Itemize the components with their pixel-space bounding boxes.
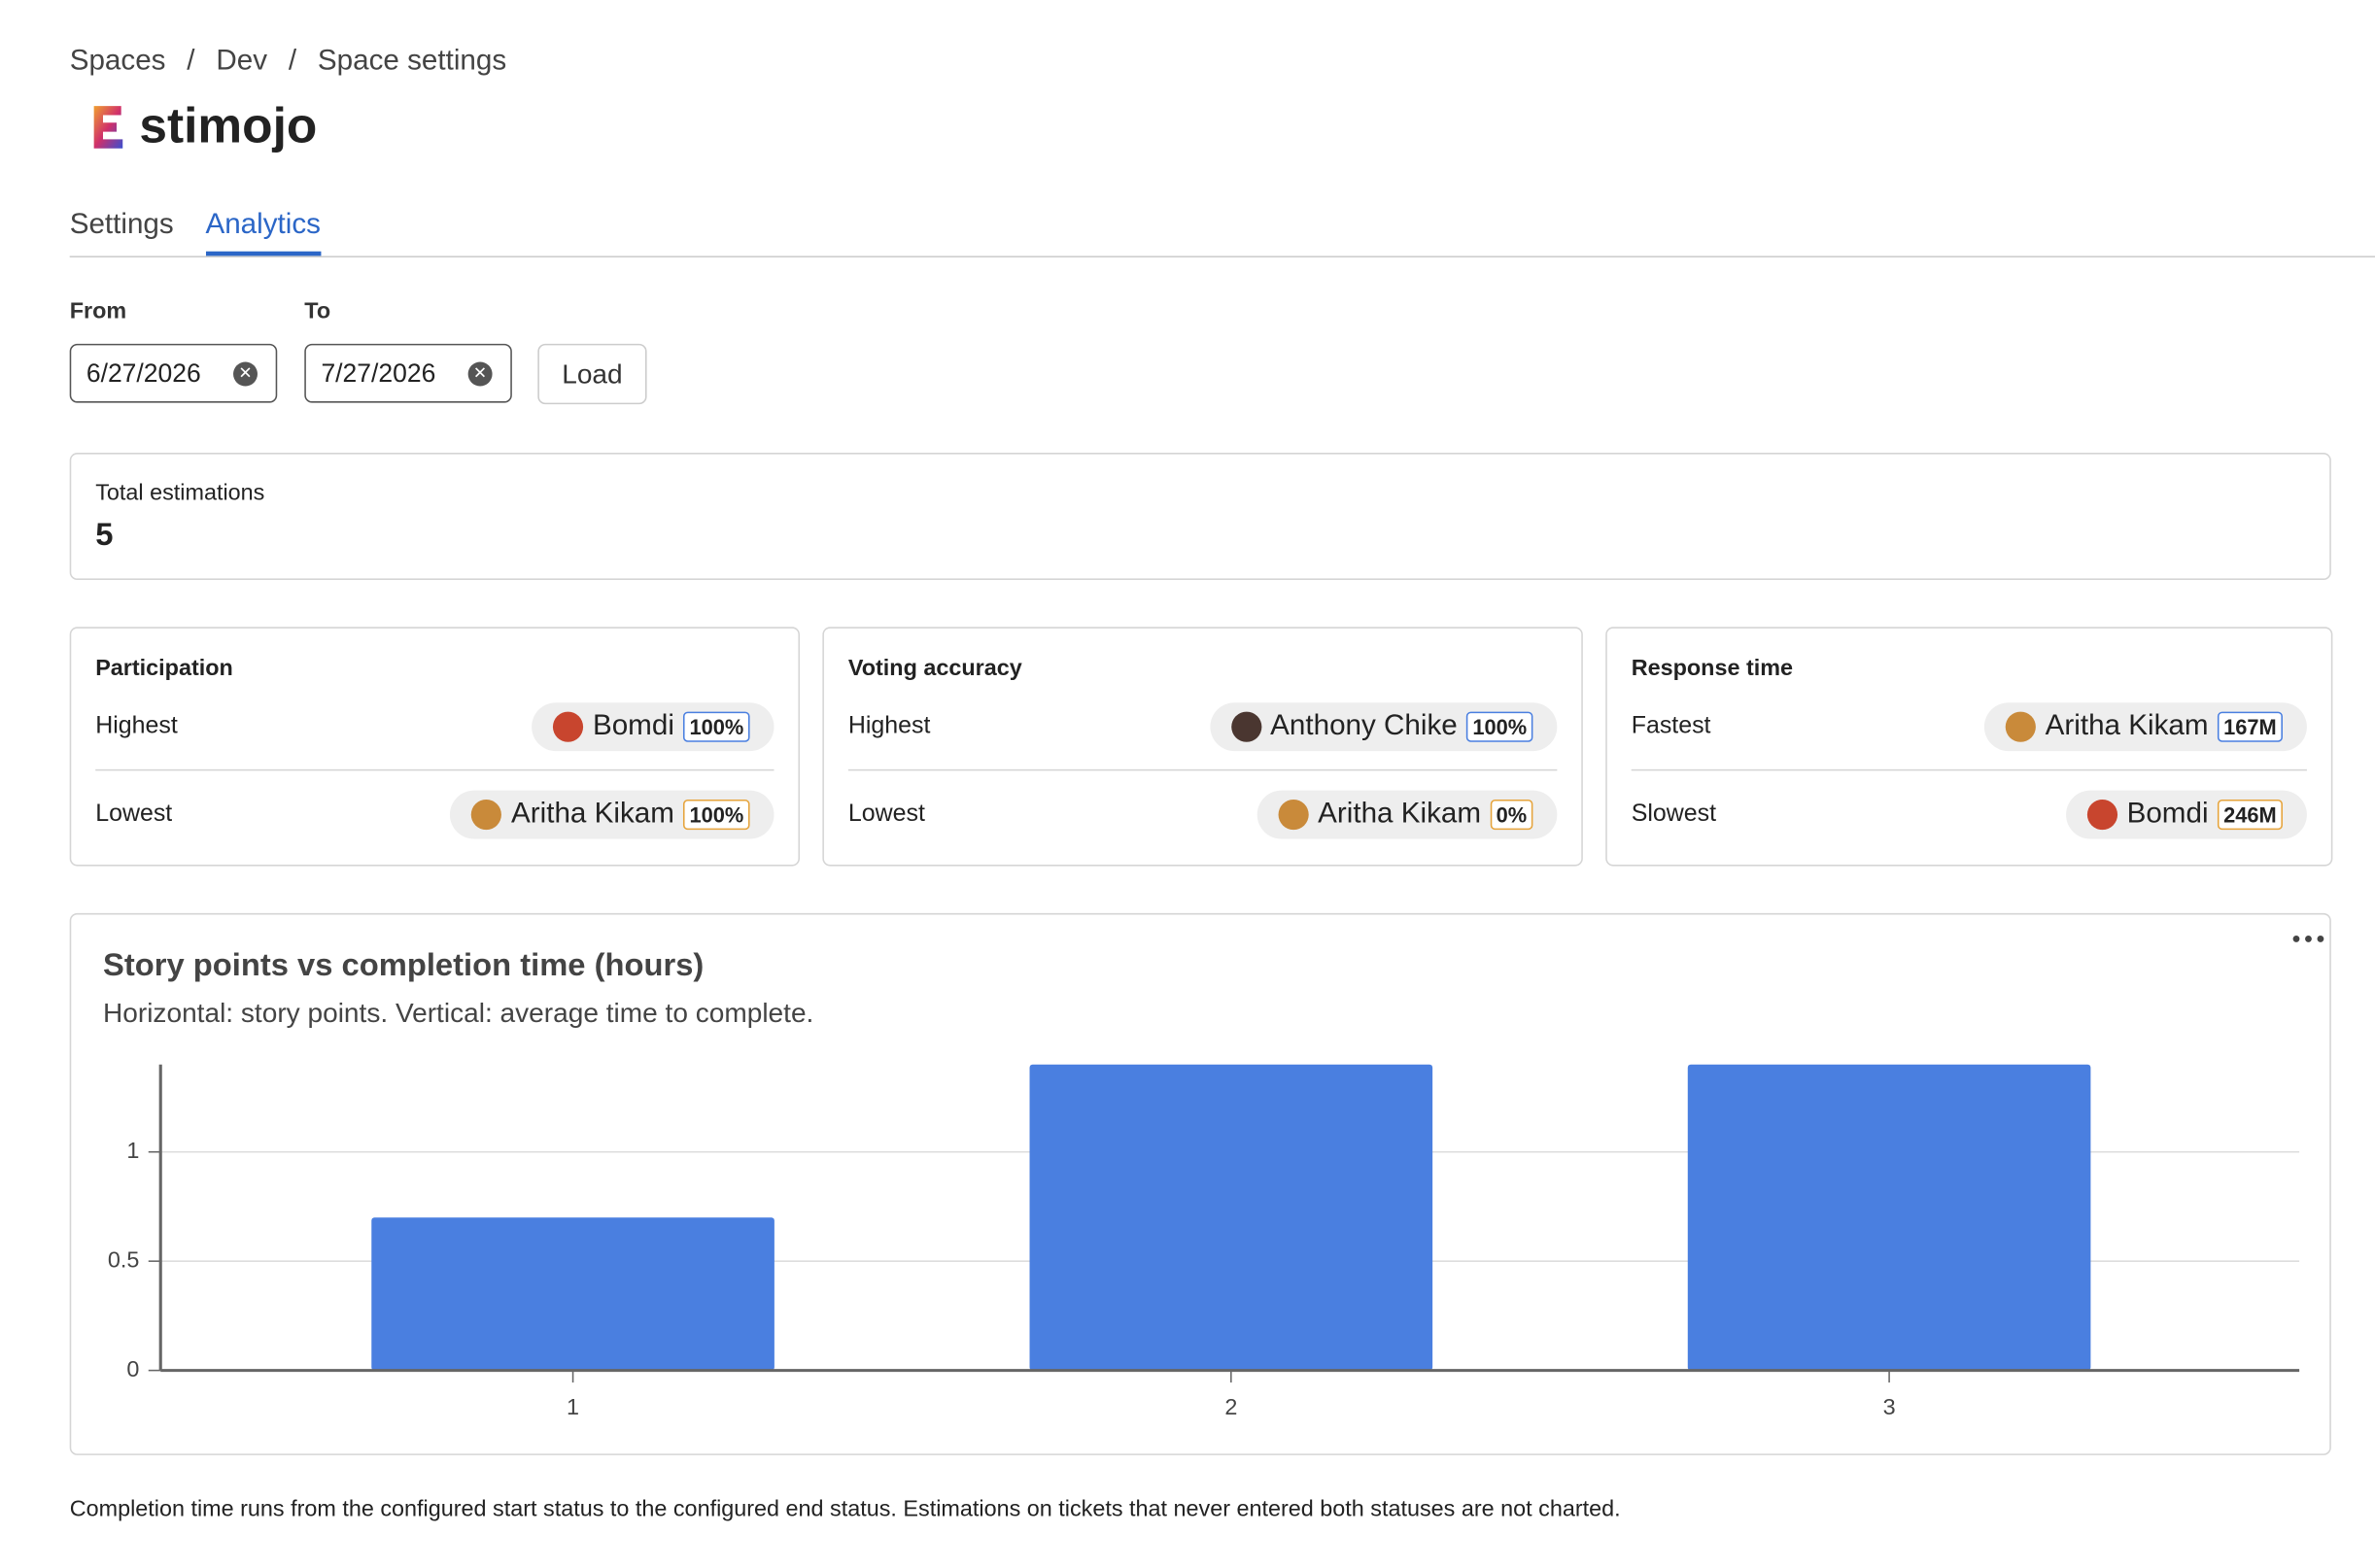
logo[interactable] — [87, 103, 127, 152]
card-row: Lowest Aritha Kikam 0% — [847, 772, 1558, 857]
avatar — [1230, 711, 1261, 742]
x-tick-label: 2 — [1224, 1394, 1237, 1419]
user-pill: Aritha Kikam 100% — [450, 790, 774, 839]
user-name: Bomdi — [592, 710, 674, 742]
user-name: Aritha Kikam — [511, 798, 674, 831]
stat-card: Participation Highest Bomdi 100% Lowest Arith… — [69, 627, 800, 867]
user-name: Anthony Chike — [1270, 710, 1458, 742]
badge: 167M — [2217, 711, 2283, 742]
card-title: Response time — [1631, 655, 1794, 682]
y-tick-label: 0 — [126, 1356, 139, 1381]
user-name: Aritha Kikam — [2045, 710, 2209, 742]
user-pill: Bomdi 246M — [2066, 790, 2307, 839]
card-row: Fastest Aritha Kikam 167M — [1631, 685, 2307, 771]
row-label: Fastest — [1631, 713, 1711, 739]
tab[interactable]: Settings — [69, 209, 174, 241]
clear-button[interactable]: ✕ — [233, 361, 258, 387]
from-label: From — [69, 298, 127, 324]
breadcrumb-separator: / — [187, 45, 195, 78]
stat-card: Response time Fastest Aritha Kikam 167M Slow… — [1605, 627, 2333, 867]
card-row: Lowest Aritha Kikam 100% — [95, 772, 774, 857]
y-tick-label: 1 — [126, 1138, 139, 1163]
badge: 0% — [1490, 799, 1533, 831]
avatar — [2006, 711, 2037, 742]
tab-divider — [69, 256, 2375, 257]
total-label: Total estimations — [95, 480, 265, 506]
total-value: 5 — [95, 518, 114, 553]
clear-button[interactable]: ✕ — [467, 361, 493, 387]
x-tick-label: 3 — [1883, 1394, 1896, 1419]
bar — [371, 1217, 774, 1371]
badge: 100% — [683, 799, 750, 831]
load-button[interactable]: Load — [537, 343, 647, 405]
card-row: Highest Bomdi 100% — [95, 685, 774, 771]
card-row: Slowest Bomdi 246M — [1632, 772, 2307, 857]
badge: 100% — [683, 711, 750, 742]
user-pill: Aritha Kikam 167M — [1984, 702, 2307, 752]
stat-card: Voting accuracy Highest Anthony Chike 100% L… — [822, 627, 1583, 867]
space-title: stimojo — [139, 96, 318, 153]
avatar — [553, 711, 584, 742]
badge: 100% — [1466, 711, 1533, 742]
chart-card: Story points vs completion time (hours) … — [69, 912, 2331, 1455]
breadcrumb: Spaces / Dev / Space settings — [70, 46, 506, 79]
to-label: To — [304, 298, 331, 324]
avatar — [1278, 799, 1309, 831]
card-title: Participation — [95, 655, 233, 682]
breadcrumb-item[interactable]: Dev — [216, 45, 268, 78]
chart-subtitle: Horizontal: story points. Vertical: aver… — [102, 998, 814, 1029]
breadcrumb-item[interactable]: Spaces — [69, 45, 166, 78]
from-value: 6/27/2026 — [86, 358, 201, 389]
user-pill: Bomdi 100% — [532, 702, 774, 752]
card-row: Highest Anthony Chike 100% — [847, 685, 1558, 771]
row-label: Slowest — [1631, 801, 1717, 828]
from-input[interactable]: 6/27/2026 ✕ — [69, 343, 278, 403]
total-card: Total estimations 5 — [69, 453, 2331, 580]
x-tick-label: 1 — [567, 1394, 579, 1419]
breadcrumb-separator: / — [288, 45, 297, 78]
user-name: Bomdi — [2126, 798, 2209, 831]
y-tick-label: 0.5 — [108, 1246, 139, 1272]
bar — [1687, 1064, 2091, 1371]
to-input[interactable]: 7/27/2026 ✕ — [304, 343, 512, 403]
row-label: Highest — [95, 713, 178, 739]
bar — [1029, 1064, 1433, 1371]
menu-icon[interactable] — [2292, 935, 2324, 942]
chart-title: Story points vs completion time (hours) — [102, 947, 705, 983]
chart: 0 0.5 1 1 2 3 — [108, 935, 2324, 1419]
avatar — [2087, 799, 2118, 831]
breadcrumb-item[interactable]: Space settings — [317, 45, 507, 78]
tabs: Settings Analytics — [70, 209, 321, 256]
card-title: Voting accuracy — [847, 655, 1022, 682]
footnote: Completion time runs from the configured… — [69, 1495, 1621, 1522]
user-name: Aritha Kikam — [1318, 798, 1482, 831]
row-label: Lowest — [847, 801, 925, 828]
tab-active[interactable]: Analytics — [205, 209, 321, 256]
to-value: 7/27/2026 — [321, 358, 436, 389]
avatar — [471, 799, 502, 831]
row-label: Highest — [847, 713, 931, 739]
row-label: Lowest — [95, 801, 173, 828]
user-pill: Aritha Kikam 0% — [1256, 790, 1558, 839]
user-pill: Anthony Chike 100% — [1209, 702, 1558, 752]
badge: 246M — [2217, 799, 2283, 831]
